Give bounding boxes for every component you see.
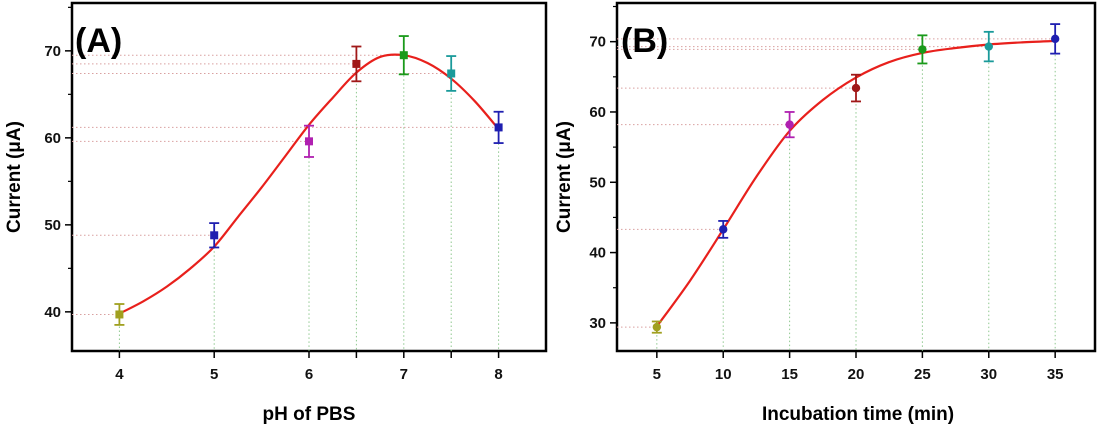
panel-a-marker xyxy=(352,59,361,68)
panel-a-data-point xyxy=(398,35,409,76)
panel-a-y-tick-label: 50 xyxy=(44,217,61,234)
panel-a-axes: 4 5 6 7 8 40 50 60 70 xyxy=(44,6,503,383)
panel-b-axes: 5 10 15 20 25 30 35 30 40 50 60 70 xyxy=(589,5,1064,383)
panel-a-data-point xyxy=(114,303,125,326)
panel-b-data-point xyxy=(718,220,729,239)
panel-a: 4 5 6 7 8 40 50 60 70 (A) pH of PBS Current (μA) xyxy=(4,1,548,425)
panel-b-y-tick-label: 60 xyxy=(589,104,606,121)
panel-a-y-tick-label: 70 xyxy=(44,43,61,60)
panel-b-x-tick-label: 25 xyxy=(914,366,931,383)
panel-b-data-point xyxy=(851,73,861,103)
panel-b-data-point xyxy=(784,111,795,139)
panel-b-marker xyxy=(785,120,794,129)
panel-a-marker xyxy=(210,231,219,240)
panel-b-data-point xyxy=(917,34,928,65)
panel-a-x-tick-label: 7 xyxy=(400,366,408,383)
panel-b-data-point xyxy=(983,30,994,63)
panel-a-x-axis-title: pH of PBS xyxy=(263,404,356,425)
panel-b-x-tick-label: 30 xyxy=(980,366,997,383)
panel-b-data-point xyxy=(651,320,662,334)
panel-b-x-tick-label: 5 xyxy=(653,366,661,383)
panel-a-data-point xyxy=(209,222,220,249)
panel-b-x-tick-label: 20 xyxy=(848,366,865,383)
panel-b-marker xyxy=(851,83,861,93)
panel-b-y-axis-title: Current (μA) xyxy=(554,121,575,233)
panel-a-data-point xyxy=(446,55,457,92)
panel-b-y-tick-label: 40 xyxy=(589,245,606,262)
panel-b-marker xyxy=(1050,34,1060,44)
panel-b-points xyxy=(651,23,1061,334)
panel-b-y-tick-label: 30 xyxy=(589,315,606,332)
panel-a-x-tick-label: 4 xyxy=(115,366,124,383)
panel-a-marker xyxy=(399,51,408,60)
panel-b-x-tick-label: 35 xyxy=(1047,366,1064,383)
panel-a-y-tick-label: 40 xyxy=(44,304,61,321)
panel-b-data-point xyxy=(1050,23,1061,55)
panel-a-marker xyxy=(447,69,456,78)
panel-b-x-tick-label: 10 xyxy=(715,366,732,383)
panel-b-y-tick-label: 70 xyxy=(589,34,606,51)
panel-a-guides xyxy=(72,54,500,351)
panel-a-marker xyxy=(115,310,124,319)
panel-b-y-tick-label: 50 xyxy=(589,174,606,191)
panel-a-y-tick-label: 60 xyxy=(44,130,61,147)
panel-b-x-tick-label: 15 xyxy=(781,366,798,383)
panel-a-x-tick-label: 6 xyxy=(305,366,313,383)
panel-a-data-point xyxy=(304,124,314,158)
panel-a-x-tick-label: 8 xyxy=(494,366,502,383)
panel-b-marker xyxy=(652,322,662,332)
panel-b-x-axis-title: Incubation time (min) xyxy=(762,404,954,425)
panel-b-guides xyxy=(617,38,1056,351)
panel-a-data-point xyxy=(351,45,362,83)
panel-a-x-tick-label: 5 xyxy=(210,366,218,383)
panel-b-marker xyxy=(719,225,728,234)
panel-a-marker xyxy=(494,123,503,132)
panel-a-marker xyxy=(305,137,313,146)
panel-b-label: (B) xyxy=(621,22,668,60)
panel-a-data-point xyxy=(493,110,504,144)
panel-b: 5 10 15 20 25 30 35 30 40 50 60 70 (B) Incubation t… xyxy=(554,1,1097,425)
panel-a-label: (A) xyxy=(75,22,122,60)
panel-b-marker xyxy=(984,42,993,51)
panel-a-points xyxy=(114,35,504,326)
panel-b-marker xyxy=(918,45,927,54)
panel-a-y-axis-title: Current (μA) xyxy=(4,121,25,233)
